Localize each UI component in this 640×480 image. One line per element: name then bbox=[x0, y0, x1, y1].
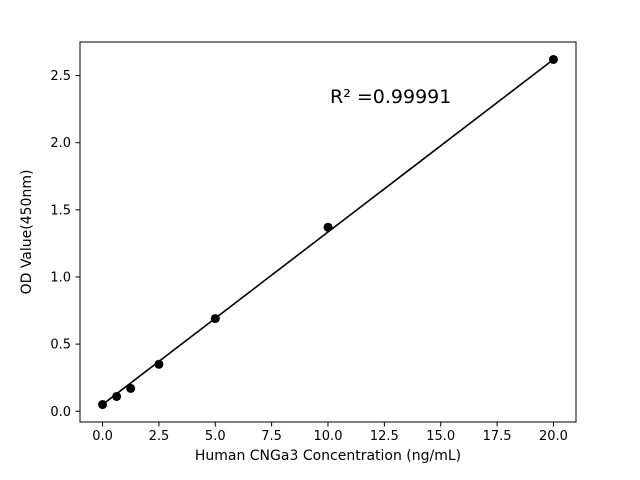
data-point bbox=[210, 314, 220, 324]
x-tick-label: 20.0 bbox=[539, 429, 568, 444]
x-tick-label: 15.0 bbox=[426, 429, 455, 444]
x-tick-label: 10.0 bbox=[314, 429, 343, 444]
x-tick-label: 5.0 bbox=[205, 429, 226, 444]
y-tick-label: 2.0 bbox=[50, 136, 71, 151]
data-point bbox=[126, 383, 136, 393]
x-tick-label: 0.0 bbox=[92, 429, 113, 444]
data-point bbox=[98, 400, 108, 410]
x-tick-label: 12.5 bbox=[370, 429, 399, 444]
x-tick-label: 17.5 bbox=[483, 429, 512, 444]
data-point bbox=[112, 391, 122, 401]
r-squared-annotation: R² =0.99991 bbox=[330, 86, 452, 108]
y-axis-label: OD Value(450nm) bbox=[19, 169, 35, 295]
x-axis-label: Human CNGa3 Concentration (ng/mL) bbox=[194, 448, 462, 464]
y-tick-label: 2.5 bbox=[50, 69, 71, 84]
data-point bbox=[323, 222, 333, 232]
x-tick-label: 7.5 bbox=[261, 429, 282, 444]
y-tick-label: 1.0 bbox=[50, 270, 71, 285]
data-point bbox=[548, 54, 558, 64]
x-tick-label: 2.5 bbox=[149, 429, 170, 444]
data-point bbox=[154, 359, 164, 369]
fit-line bbox=[102, 58, 554, 406]
y-tick-label: 0.0 bbox=[50, 405, 71, 420]
y-tick-label: 1.5 bbox=[50, 203, 71, 218]
y-tick-label: 0.5 bbox=[50, 338, 71, 353]
